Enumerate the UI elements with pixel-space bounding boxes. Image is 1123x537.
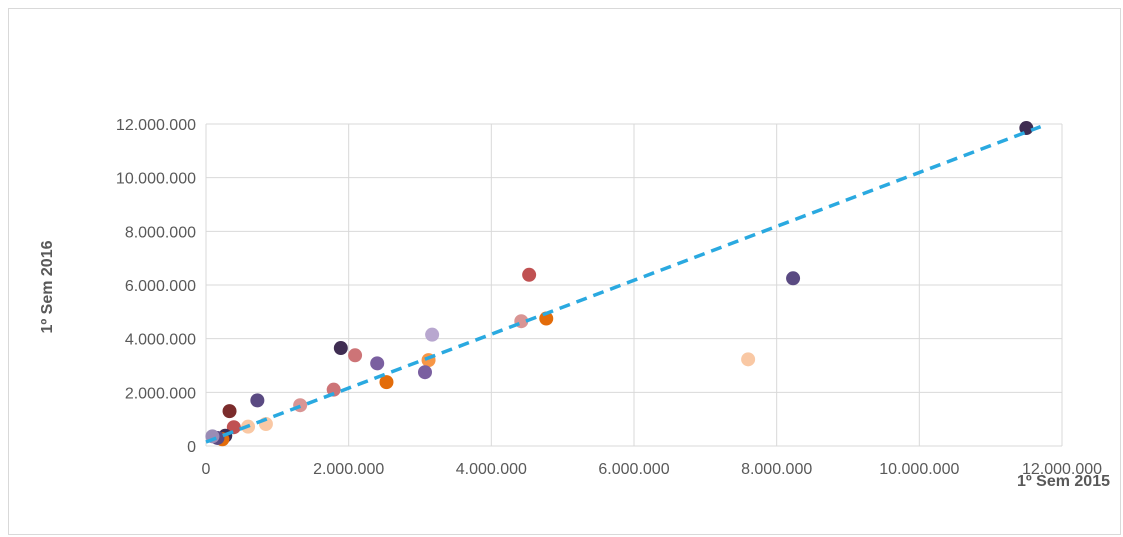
x-tick-label: 6.000.000 [598,461,669,478]
y-tick-label: 8.000.000 [125,224,196,241]
data-point [786,271,800,285]
y-tick-label: 10.000.000 [116,171,196,188]
data-point [741,352,755,366]
data-point [250,393,264,407]
data-point [334,341,348,355]
data-point [522,268,536,282]
data-point [348,348,362,362]
y-axis-title: 1º Sem 2016 [39,240,56,333]
y-tick-label: 2.000.000 [125,385,196,402]
trendline [206,127,1041,442]
y-tick-label: 0 [187,439,196,456]
y-tick-label: 6.000.000 [125,278,196,295]
data-point [370,356,384,370]
data-point [418,365,432,379]
y-tick-label: 4.000.000 [125,332,196,349]
data-point [425,328,439,342]
x-tick-label: 4.000.000 [456,461,527,478]
data-points [205,121,1033,446]
x-tick-label: 0 [202,461,211,478]
data-point [223,404,237,418]
x-tick-label: 10.000.000 [879,461,959,478]
trendline-group [206,127,1041,442]
x-tick-label: 8.000.000 [741,461,812,478]
x-tick-label: 2.000.000 [313,461,384,478]
gridlines [206,124,1062,446]
x-axis-title: 1º Sem 2015 [1017,473,1110,490]
y-tick-label: 12.000.000 [116,117,196,134]
